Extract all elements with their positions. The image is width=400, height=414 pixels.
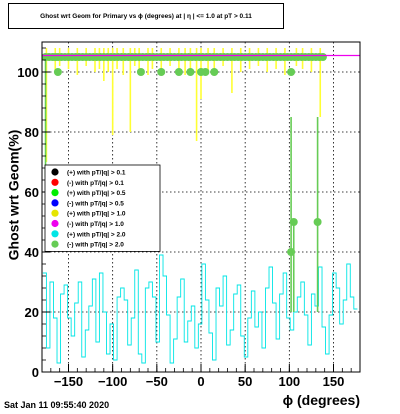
timestamp: Sat Jan 11 09:55:40 2020: [4, 400, 110, 410]
legend: (+) with pT/|q| > 0.1 (-) with pT/|q| > 0…: [44, 164, 161, 252]
data-point: [53, 68, 62, 76]
chart-title-text: Ghost wrt Geom for Primary vs ϕ (degrees…: [40, 12, 252, 20]
legend-marker: [51, 209, 59, 217]
legend-entry: (-) with pT/|q| > 2.0: [67, 242, 124, 249]
series-0: [42, 254, 358, 364]
legend-entry: (+) with pT/|q| > 1.0: [67, 211, 126, 218]
data-point: [313, 218, 322, 226]
data-point: [186, 68, 195, 76]
legend-entry: (+) with pT/|q| > 0.1: [67, 170, 126, 177]
x-axis-label: ϕ (degrees): [282, 392, 360, 408]
axis-ticks: −150 −100 −50 0 50 100 150 0 20 40 60 80 100: [17, 47, 361, 389]
y-tick-label: 80: [25, 125, 39, 140]
step-line: [42, 254, 358, 364]
data-point: [210, 68, 219, 76]
data-point: [287, 68, 296, 76]
legend-entry: (+) with pT/|q| > 2.0: [67, 231, 126, 238]
data-point: [289, 218, 298, 226]
y-tick-label: 0: [32, 365, 39, 380]
legend-entry: (-) with pT/|q| > 1.0: [67, 221, 124, 228]
y-tick-label: 100: [17, 65, 39, 80]
legend-marker: [51, 230, 59, 238]
legend-marker: [51, 189, 59, 197]
y-tick-label: 20: [25, 305, 39, 320]
y-tick-label: 60: [25, 185, 39, 200]
legend-marker: [51, 168, 59, 176]
x-tick-label: 150: [323, 374, 345, 389]
legend-marker: [51, 178, 59, 186]
x-tick-label: 50: [238, 374, 252, 389]
data-point: [174, 68, 183, 76]
x-tick-label: 100: [278, 374, 300, 389]
data-point: [136, 68, 145, 76]
data-point: [318, 53, 327, 61]
x-tick-label: −150: [54, 374, 83, 389]
data-point: [157, 68, 166, 76]
legend-entry: (-) with pT/|q| > 0.5: [67, 200, 124, 207]
data-point: [201, 68, 210, 76]
legend-marker: [51, 219, 59, 228]
legend-entry: (+) with pT/|q| > 0.5: [67, 190, 126, 197]
chart-title: Ghost wrt Geom for Primary vs ϕ (degrees…: [8, 3, 284, 29]
legend-marker: [51, 199, 59, 207]
x-tick-label: 0: [197, 374, 204, 389]
legend-marker: [51, 240, 59, 248]
legend-entry: (-) with pT/|q| > 0.1: [67, 180, 124, 187]
x-tick-label: −50: [146, 374, 168, 389]
legend-box: [44, 164, 161, 252]
x-tick-label: −100: [98, 374, 127, 389]
y-tick-label: 40: [25, 245, 39, 260]
